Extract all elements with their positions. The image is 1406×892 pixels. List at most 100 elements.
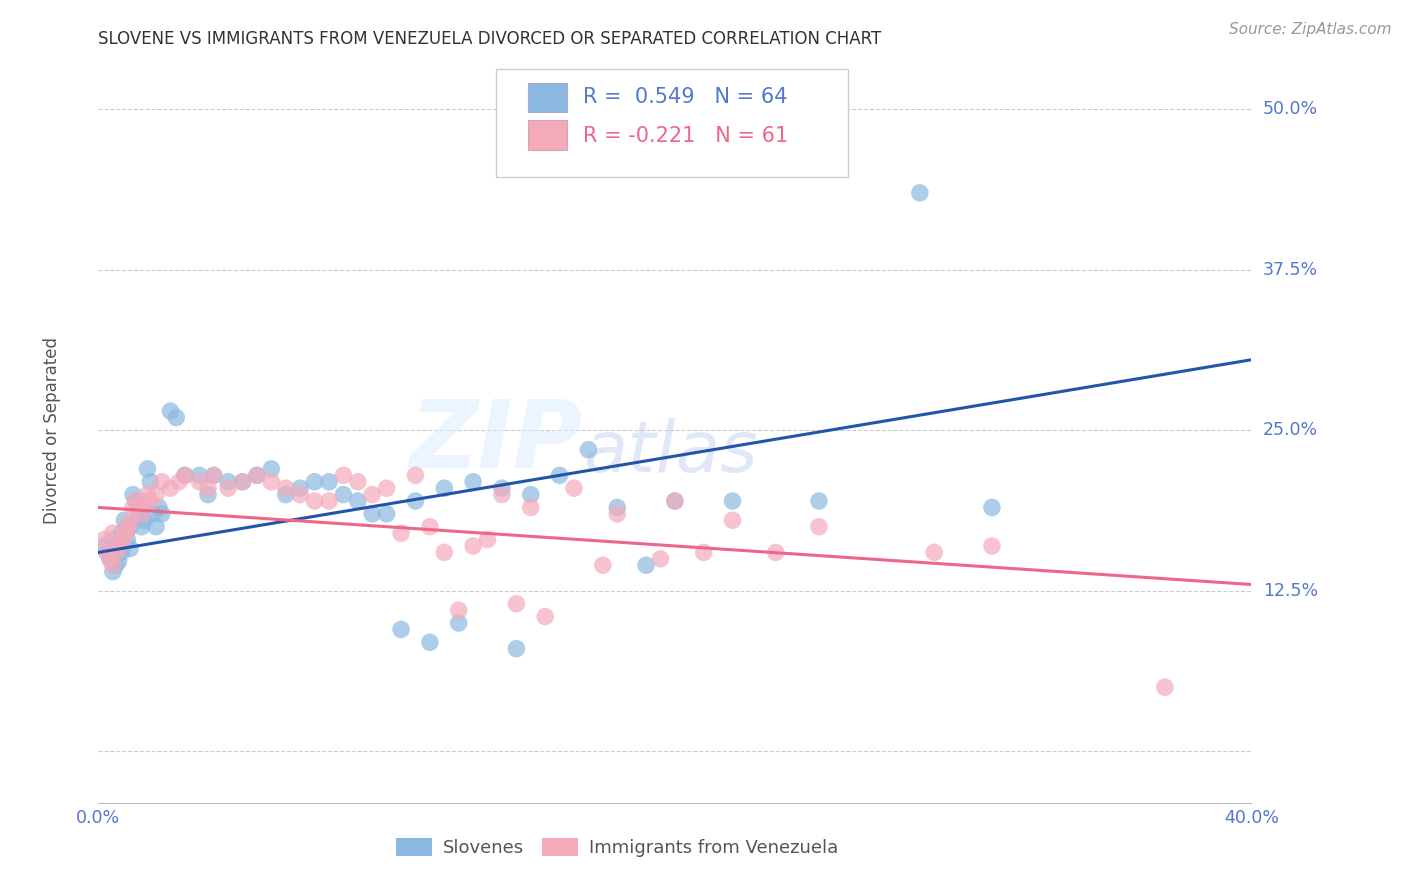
- Point: [148, 500, 170, 515]
- Point: [461, 475, 484, 489]
- Point: [491, 481, 513, 495]
- Text: ZIP: ZIP: [409, 395, 582, 488]
- Point: [110, 536, 132, 550]
- Point: [491, 487, 513, 501]
- Point: [125, 494, 148, 508]
- Point: [136, 462, 159, 476]
- Point: [197, 487, 219, 501]
- Point: [136, 487, 159, 501]
- Point: [145, 519, 167, 533]
- Point: [461, 539, 484, 553]
- Point: [131, 519, 153, 533]
- Text: Source: ZipAtlas.com: Source: ZipAtlas.com: [1229, 22, 1392, 37]
- Point: [592, 558, 614, 573]
- Point: [332, 468, 354, 483]
- Point: [274, 481, 297, 495]
- Point: [120, 519, 142, 533]
- Text: 40.0%: 40.0%: [1223, 809, 1279, 827]
- Point: [131, 500, 153, 515]
- Point: [375, 481, 398, 495]
- Point: [606, 500, 628, 515]
- FancyBboxPatch shape: [529, 83, 567, 112]
- Point: [188, 468, 211, 483]
- Point: [290, 487, 312, 501]
- Point: [332, 487, 354, 501]
- Point: [419, 635, 441, 649]
- Point: [664, 494, 686, 508]
- Point: [419, 519, 441, 533]
- Point: [197, 481, 219, 495]
- Text: SLOVENE VS IMMIGRANTS FROM VENEZUELA DIVORCED OR SEPARATED CORRELATION CHART: SLOVENE VS IMMIGRANTS FROM VENEZUELA DIV…: [98, 30, 882, 48]
- Point: [101, 533, 124, 547]
- Point: [139, 494, 162, 508]
- Point: [548, 468, 571, 483]
- Point: [433, 481, 456, 495]
- Point: [134, 513, 156, 527]
- Text: Divorced or Separated: Divorced or Separated: [44, 337, 62, 524]
- Point: [125, 494, 148, 508]
- Point: [505, 597, 527, 611]
- Point: [117, 524, 139, 538]
- Point: [101, 526, 124, 541]
- Point: [145, 487, 167, 501]
- Point: [150, 475, 173, 489]
- Point: [104, 541, 127, 556]
- Point: [112, 513, 135, 527]
- Point: [120, 541, 142, 556]
- Point: [174, 468, 197, 483]
- Point: [117, 524, 139, 538]
- Point: [924, 545, 946, 559]
- Point: [107, 539, 129, 553]
- Point: [318, 494, 340, 508]
- Point: [693, 545, 716, 559]
- Point: [908, 186, 931, 200]
- Text: R = -0.221   N = 61: R = -0.221 N = 61: [582, 126, 787, 146]
- Point: [290, 481, 312, 495]
- Point: [636, 558, 658, 573]
- Point: [808, 494, 831, 508]
- Point: [188, 475, 211, 489]
- Point: [96, 545, 118, 559]
- Text: R =  0.549   N = 64: R = 0.549 N = 64: [582, 87, 787, 107]
- Point: [606, 507, 628, 521]
- Point: [664, 494, 686, 508]
- Point: [96, 545, 118, 559]
- Point: [167, 475, 190, 489]
- Point: [101, 558, 124, 573]
- Point: [202, 468, 225, 483]
- Point: [405, 494, 427, 508]
- Point: [246, 468, 269, 483]
- Point: [101, 565, 124, 579]
- Point: [217, 475, 239, 489]
- Point: [246, 468, 269, 483]
- FancyBboxPatch shape: [496, 70, 848, 178]
- Point: [361, 487, 384, 501]
- FancyBboxPatch shape: [529, 120, 567, 150]
- Point: [202, 468, 225, 483]
- Point: [981, 500, 1004, 515]
- Point: [150, 507, 173, 521]
- Point: [260, 462, 283, 476]
- Point: [304, 475, 326, 489]
- Point: [433, 545, 456, 559]
- Point: [346, 475, 368, 489]
- Point: [107, 554, 129, 568]
- Point: [110, 526, 132, 541]
- Point: [98, 551, 121, 566]
- Point: [721, 494, 744, 508]
- Point: [405, 468, 427, 483]
- Point: [174, 468, 197, 483]
- Point: [765, 545, 787, 559]
- Point: [104, 545, 127, 559]
- Point: [117, 519, 139, 533]
- Legend: Slovenes, Immigrants from Venezuela: Slovenes, Immigrants from Venezuela: [389, 830, 845, 864]
- Point: [134, 494, 156, 508]
- Point: [562, 481, 585, 495]
- Point: [128, 507, 150, 521]
- Point: [120, 516, 142, 530]
- Text: 25.0%: 25.0%: [1263, 421, 1317, 440]
- Point: [650, 551, 672, 566]
- Point: [389, 526, 412, 541]
- Text: 37.5%: 37.5%: [1263, 260, 1317, 279]
- Point: [260, 475, 283, 489]
